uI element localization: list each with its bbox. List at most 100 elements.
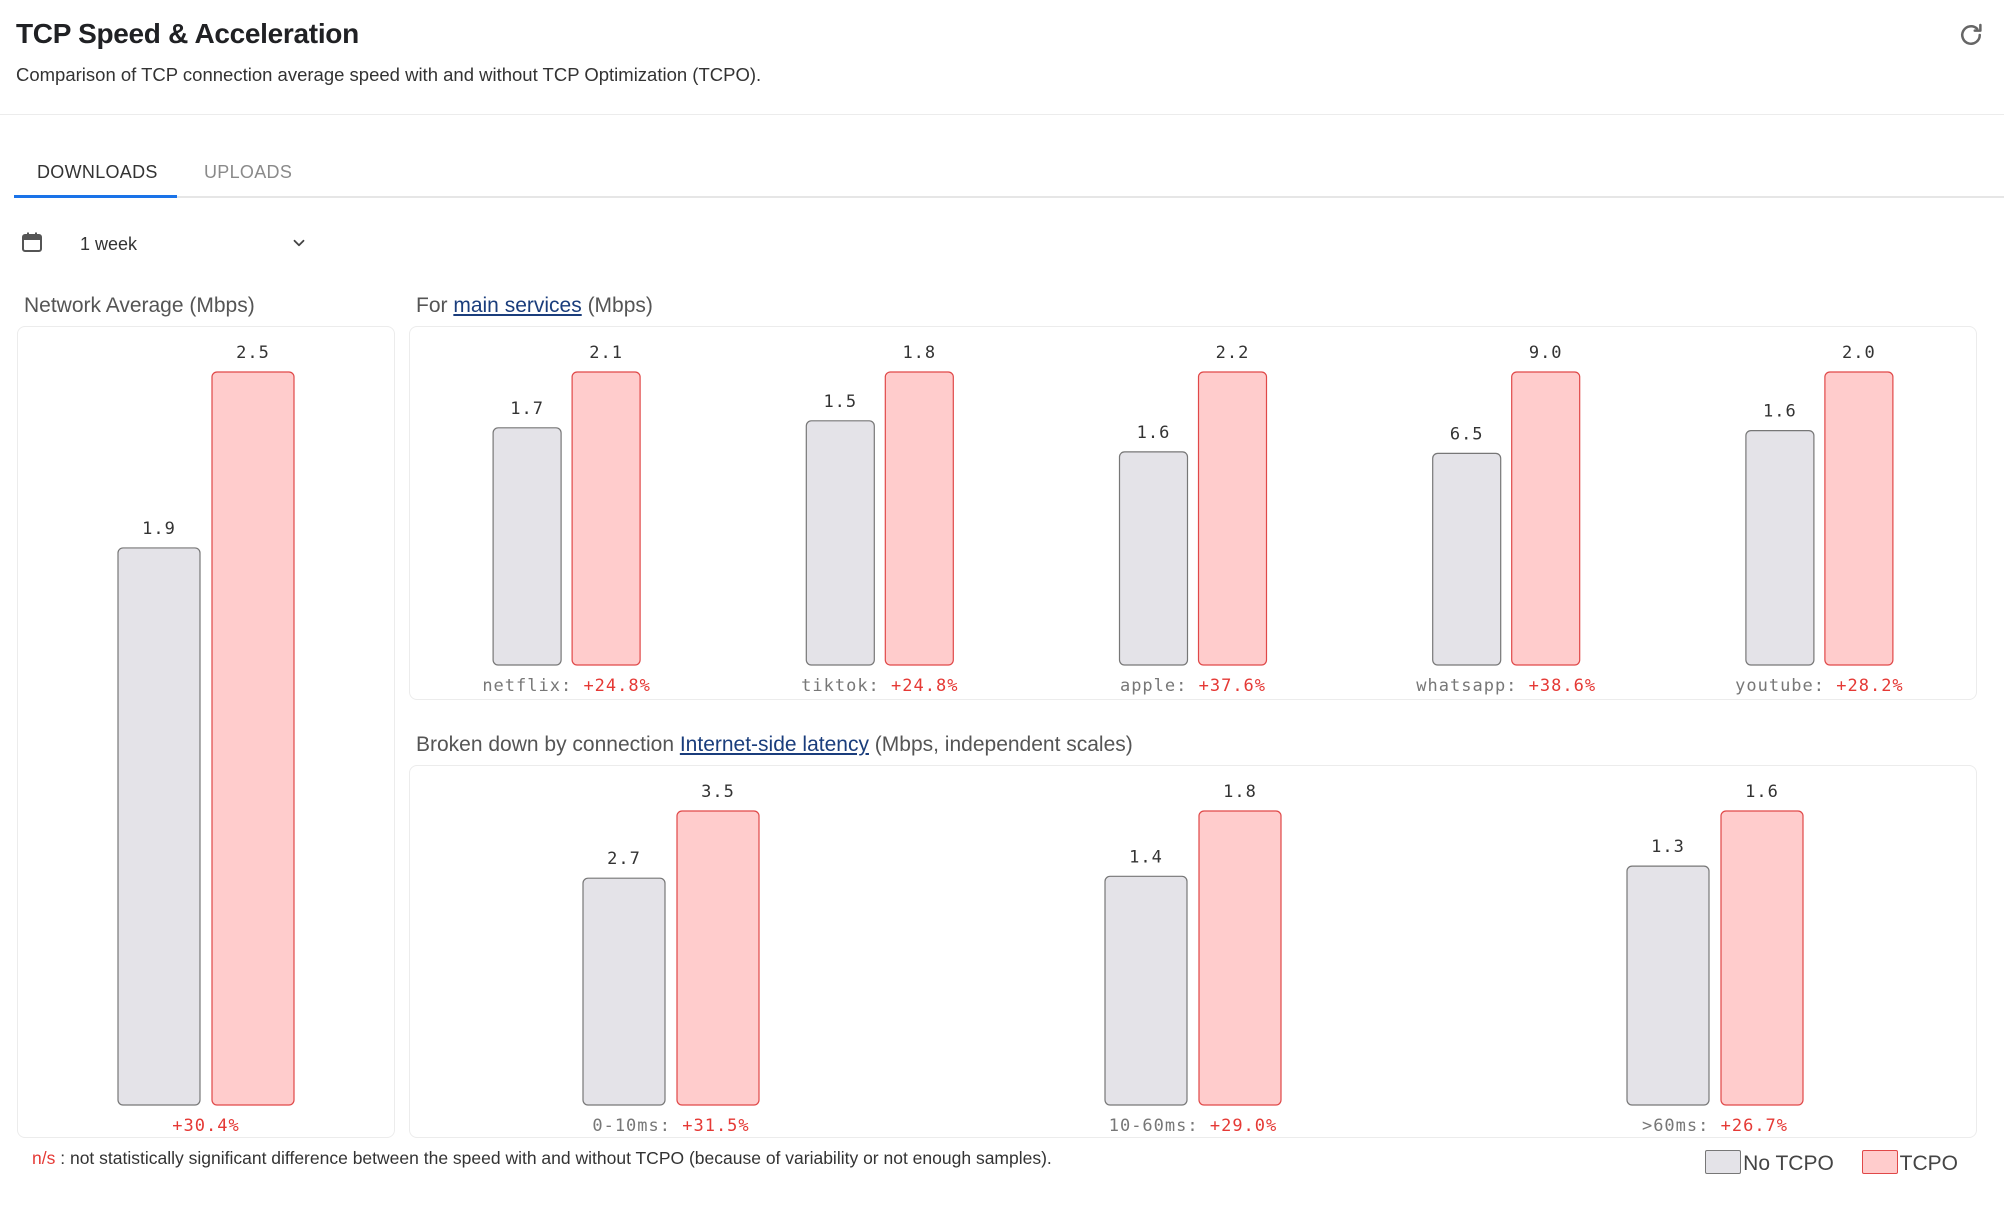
bar-group-network: 1.9 2.5 +30.4% bbox=[117, 343, 295, 1136]
legend: No TCPO TCPO bbox=[1683, 1150, 1958, 1178]
latency-chart: 2.7 3.5 0-10ms: +31.5% 1.4 1.8 10-60ms: +29.0… bbox=[582, 782, 1804, 1136]
latency-title: Broken down by connection Internet-side … bbox=[416, 733, 1133, 757]
change-label: +26.7% bbox=[1721, 1116, 1788, 1136]
footnote-text: : not statistically significant differen… bbox=[60, 1148, 1052, 1168]
bar-tcpo bbox=[571, 371, 641, 666]
category-name: 0-10ms: bbox=[592, 1116, 682, 1136]
legend-item-tcpo: TCPO bbox=[1861, 1150, 1958, 1176]
header-divider bbox=[0, 114, 2004, 115]
latency-title-suffix: (Mbps, independent scales) bbox=[874, 733, 1133, 756]
services-title: For main services (Mbps) bbox=[416, 294, 653, 318]
tab-uploads[interactable]: UPLOADS bbox=[204, 162, 293, 182]
legend-label-no-tcpo: No TCPO bbox=[1743, 1152, 1834, 1175]
value-label-tcpo: 2.5 bbox=[236, 343, 270, 363]
value-label-tcpo: 9.0 bbox=[1529, 343, 1563, 363]
bar-no-tcpo bbox=[1626, 865, 1710, 1106]
legend-swatch-no-tcpo bbox=[1705, 1150, 1742, 1174]
services-panel: 1.7 2.1 netflix: +24.8% 1.5 1.8 tiktok: +24.8… bbox=[409, 326, 1977, 700]
category-label: >60ms: +26.7% bbox=[1642, 1116, 1788, 1136]
value-label-no-tcpo: 1.4 bbox=[1129, 847, 1163, 867]
services-title-prefix: For bbox=[416, 294, 448, 317]
period-value: 1 week bbox=[80, 234, 138, 254]
bar-tcpo bbox=[211, 371, 295, 1106]
bar-group-apple: 1.6 2.2 apple: +37.6% bbox=[1118, 343, 1268, 696]
bar-group-10-60ms: 1.4 1.8 10-60ms: +29.0% bbox=[1104, 782, 1282, 1136]
change-label: +38.6% bbox=[1529, 676, 1596, 696]
network-average-title: Network Average (Mbps) bbox=[24, 294, 255, 317]
category-name: netflix: bbox=[482, 676, 583, 696]
category-label: apple: +37.6% bbox=[1120, 676, 1266, 696]
bar-tcpo bbox=[1198, 810, 1282, 1106]
change-label: +37.6% bbox=[1199, 676, 1266, 696]
value-label-no-tcpo: 1.5 bbox=[823, 392, 857, 412]
bar-tcpo bbox=[1197, 371, 1268, 666]
change-label: +24.8% bbox=[583, 676, 650, 696]
category-name: whatsapp: bbox=[1416, 676, 1528, 696]
legend-swatch-tcpo bbox=[1861, 1150, 1898, 1174]
bar-tcpo bbox=[1720, 810, 1804, 1106]
change-label: +31.5% bbox=[682, 1116, 749, 1136]
value-label-no-tcpo: 1.6 bbox=[1137, 423, 1171, 443]
page-subtitle: Comparison of TCP connection average spe… bbox=[16, 64, 762, 85]
bar-group-whatsapp: 6.5 9.0 whatsapp: +38.6% bbox=[1416, 343, 1596, 696]
bar-tcpo bbox=[1824, 371, 1894, 666]
category-name: 10-60ms: bbox=[1109, 1116, 1210, 1136]
bar-no-tcpo bbox=[1432, 452, 1502, 666]
network-average-chart: 1.9 2.5 +30.4% bbox=[117, 343, 295, 1136]
value-label-tcpo: 3.5 bbox=[701, 782, 735, 802]
latency-panel: 2.7 3.5 0-10ms: +31.5% 1.4 1.8 10-60ms: +29.0… bbox=[409, 765, 1977, 1138]
change-label: +24.8% bbox=[891, 676, 958, 696]
active-tab-indicator bbox=[14, 195, 177, 198]
value-label-tcpo: 2.1 bbox=[589, 343, 623, 363]
header: TCP Speed & Acceleration Comparison of T… bbox=[16, 18, 1988, 86]
bar-tcpo bbox=[676, 810, 760, 1106]
value-label-no-tcpo: 1.6 bbox=[1763, 402, 1797, 422]
change-label: +28.2% bbox=[1836, 676, 1903, 696]
value-label-no-tcpo: 2.7 bbox=[607, 849, 641, 869]
change-label: +29.0% bbox=[1210, 1116, 1277, 1136]
legend-item-no-tcpo: No TCPO bbox=[1705, 1150, 1834, 1176]
category-label: +30.4% bbox=[172, 1116, 239, 1136]
chevron-down-icon[interactable] bbox=[290, 234, 308, 252]
page-title: TCP Speed & Acceleration bbox=[16, 18, 359, 49]
bar-tcpo bbox=[1511, 371, 1581, 666]
bar-no-tcpo bbox=[1118, 451, 1189, 666]
bar-no-tcpo bbox=[492, 427, 562, 666]
value-label-no-tcpo: 1.3 bbox=[1651, 837, 1685, 857]
period-selector[interactable]: 1 week bbox=[18, 228, 305, 262]
bar-group-0-10ms: 2.7 3.5 0-10ms: +31.5% bbox=[582, 782, 760, 1136]
bar-group-tiktok: 1.5 1.8 tiktok: +24.8% bbox=[801, 343, 958, 696]
category-label: youtube: +28.2% bbox=[1735, 676, 1904, 696]
category-name: >60ms: bbox=[1642, 1116, 1721, 1136]
value-label-tcpo: 1.8 bbox=[902, 343, 936, 363]
value-label-no-tcpo: 1.7 bbox=[510, 399, 544, 419]
value-label-tcpo: 2.0 bbox=[1842, 343, 1876, 363]
latency-link[interactable]: Internet-side latency bbox=[679, 733, 869, 756]
category-name: youtube: bbox=[1735, 676, 1836, 696]
value-label-no-tcpo: 6.5 bbox=[1450, 424, 1484, 444]
bar-no-tcpo bbox=[1104, 875, 1188, 1106]
bar-no-tcpo bbox=[117, 547, 201, 1106]
bar-group-youtube: 1.6 2.0 youtube: +28.2% bbox=[1735, 343, 1904, 696]
value-label-tcpo: 2.2 bbox=[1216, 343, 1250, 363]
category-label: netflix: +24.8% bbox=[482, 676, 651, 696]
ns-label: n/s bbox=[32, 1148, 56, 1168]
tab-downloads[interactable]: DOWNLOADS bbox=[37, 162, 158, 182]
network-average-panel: 1.9 2.5 +30.4% bbox=[17, 326, 395, 1138]
bar-tcpo bbox=[884, 371, 954, 666]
tab-bar: DOWNLOADS UPLOADS bbox=[14, 150, 2004, 198]
category-name: apple: bbox=[1120, 676, 1199, 696]
refresh-icon[interactable] bbox=[1956, 20, 1986, 50]
services-title-suffix: (Mbps) bbox=[587, 294, 653, 317]
calendar-icon bbox=[22, 232, 42, 252]
main-services-link[interactable]: main services bbox=[453, 294, 582, 317]
legend-label-tcpo: TCPO bbox=[1899, 1152, 1958, 1175]
change-label: +30.4% bbox=[172, 1116, 239, 1136]
bar-group->60ms: 1.3 1.6 >60ms: +26.7% bbox=[1626, 782, 1804, 1136]
footnote: n/s : not statistically significant diff… bbox=[32, 1148, 1052, 1169]
value-label-tcpo: 1.8 bbox=[1223, 782, 1257, 802]
bar-group-netflix: 1.7 2.1 netflix: +24.8% bbox=[482, 343, 651, 696]
category-label: tiktok: +24.8% bbox=[801, 676, 958, 696]
category-label: 10-60ms: +29.0% bbox=[1109, 1116, 1278, 1136]
value-label-no-tcpo: 1.9 bbox=[142, 519, 176, 539]
